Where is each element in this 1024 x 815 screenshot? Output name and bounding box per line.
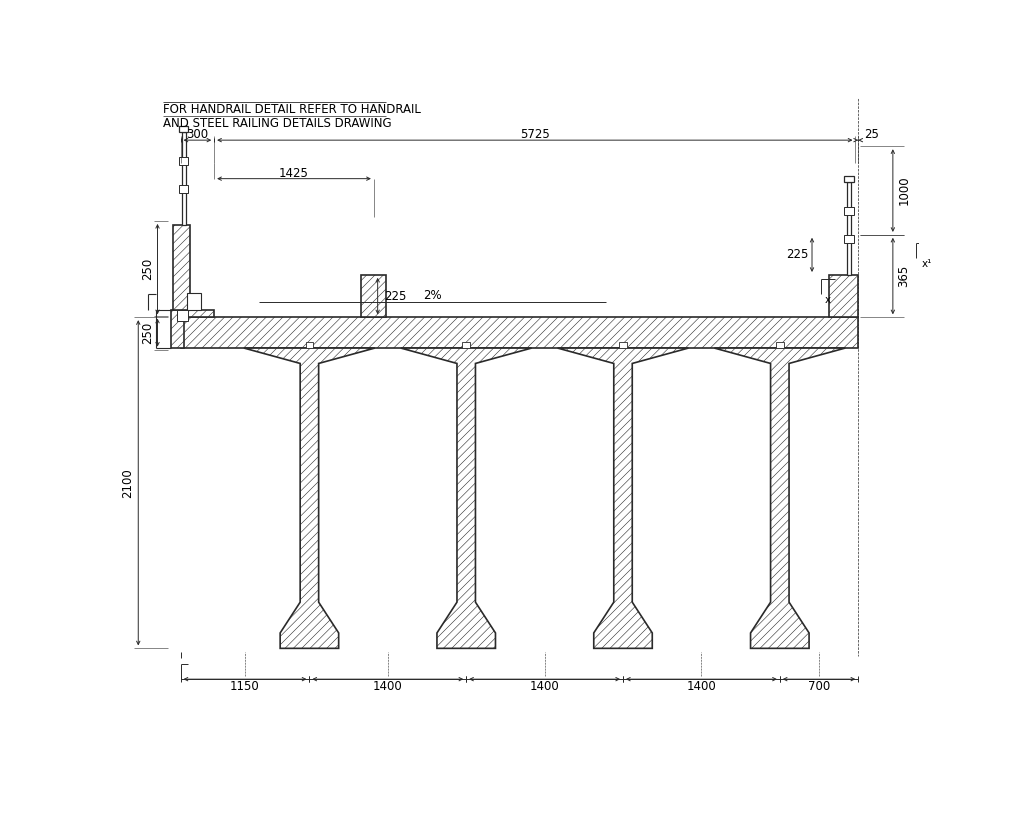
Text: 700: 700 <box>808 681 830 694</box>
Bar <box>182 133 186 225</box>
Text: 250: 250 <box>140 258 154 280</box>
Text: 5725: 5725 <box>520 128 550 141</box>
Polygon shape <box>715 348 845 649</box>
Polygon shape <box>557 348 688 649</box>
Text: 1400: 1400 <box>373 681 402 694</box>
Text: 2%: 2% <box>423 289 442 302</box>
Text: 1150: 1150 <box>230 681 260 694</box>
Polygon shape <box>400 348 531 649</box>
Bar <box>620 341 627 348</box>
Text: 25: 25 <box>864 128 880 141</box>
Polygon shape <box>180 317 858 348</box>
Polygon shape <box>829 275 858 317</box>
Bar <box>845 235 854 243</box>
Text: 2100: 2100 <box>121 468 134 498</box>
Bar <box>179 157 188 165</box>
Bar <box>305 341 313 348</box>
Bar <box>776 341 783 348</box>
Bar <box>845 207 854 215</box>
Text: 1400: 1400 <box>686 681 716 694</box>
Text: x¹: x¹ <box>922 259 932 269</box>
Polygon shape <box>171 310 214 348</box>
Polygon shape <box>361 275 386 317</box>
Text: FOR HANDRAIL DETAIL REFER TO HANDRAIL: FOR HANDRAIL DETAIL REFER TO HANDRAIL <box>163 104 421 117</box>
Text: 300: 300 <box>186 128 209 141</box>
Bar <box>848 183 851 275</box>
Text: 225: 225 <box>785 249 808 262</box>
Polygon shape <box>244 348 375 649</box>
Polygon shape <box>173 225 189 310</box>
Text: 250: 250 <box>140 322 154 344</box>
Text: 1000: 1000 <box>897 176 910 205</box>
Text: AND STEEL RAILING DETAILS DRAWING: AND STEEL RAILING DETAILS DRAWING <box>163 117 391 130</box>
Text: 1425: 1425 <box>280 167 309 180</box>
Bar <box>179 126 188 133</box>
Bar <box>463 341 470 348</box>
Bar <box>177 311 187 321</box>
Text: 225: 225 <box>384 289 407 302</box>
Bar <box>179 185 188 192</box>
Bar <box>187 293 201 310</box>
Bar <box>845 175 854 183</box>
Text: 365: 365 <box>897 265 910 287</box>
Text: x: x <box>824 295 830 306</box>
Text: 1400: 1400 <box>529 681 559 694</box>
